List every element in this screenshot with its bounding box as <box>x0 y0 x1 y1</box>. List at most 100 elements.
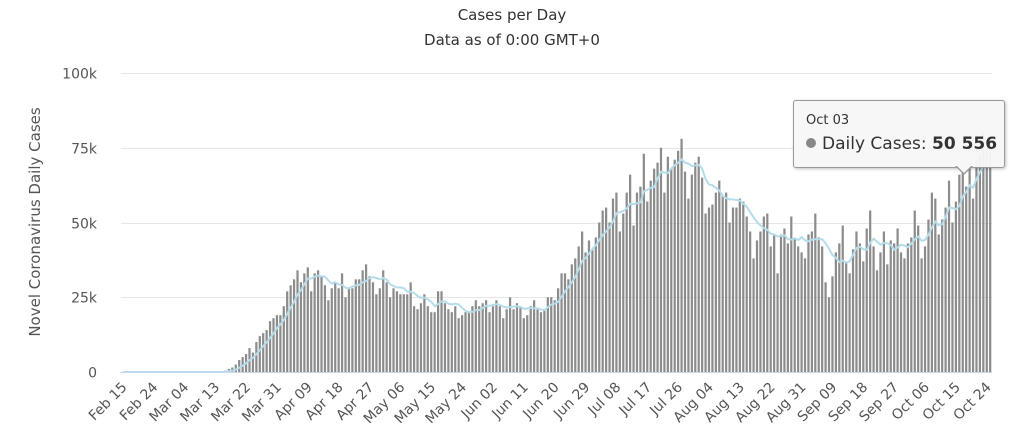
bar[interactable] <box>560 273 563 372</box>
bar[interactable] <box>457 318 460 372</box>
bar[interactable] <box>752 258 755 372</box>
bar[interactable] <box>848 273 851 372</box>
bar[interactable] <box>646 201 649 372</box>
bar[interactable] <box>601 210 604 372</box>
bar[interactable] <box>899 252 903 372</box>
bar[interactable] <box>639 186 642 372</box>
bar[interactable] <box>838 243 841 372</box>
bar[interactable] <box>529 306 532 372</box>
bar[interactable] <box>361 270 364 372</box>
bar[interactable] <box>447 309 450 372</box>
bar[interactable] <box>965 186 968 372</box>
bar[interactable] <box>334 282 337 372</box>
bar[interactable] <box>790 216 793 372</box>
bar[interactable] <box>419 303 423 372</box>
bar[interactable] <box>286 291 289 372</box>
bar[interactable] <box>632 225 635 372</box>
bar[interactable] <box>574 258 577 372</box>
bar[interactable] <box>508 297 512 372</box>
bar[interactable] <box>440 291 443 372</box>
bar[interactable] <box>677 150 680 372</box>
bar[interactable] <box>443 303 447 372</box>
bar[interactable] <box>941 219 944 372</box>
bar[interactable] <box>824 282 827 372</box>
bar[interactable] <box>690 174 693 372</box>
bar[interactable] <box>656 162 659 372</box>
bar[interactable] <box>742 201 745 372</box>
bar[interactable] <box>436 291 440 372</box>
bar[interactable] <box>927 219 930 372</box>
bar[interactable] <box>711 204 714 372</box>
bar[interactable] <box>275 315 279 372</box>
bar[interactable] <box>618 231 621 372</box>
bar[interactable] <box>460 315 464 372</box>
bar[interactable] <box>958 174 961 372</box>
bar[interactable] <box>615 192 618 372</box>
bar[interactable] <box>337 288 340 372</box>
bar[interactable] <box>323 285 327 372</box>
bar[interactable] <box>968 162 971 372</box>
bar[interactable] <box>800 252 803 372</box>
bar[interactable] <box>543 309 546 372</box>
bar[interactable] <box>875 270 879 372</box>
bar[interactable] <box>704 213 707 372</box>
bar[interactable] <box>649 180 652 372</box>
bar[interactable] <box>505 309 508 372</box>
bar[interactable] <box>251 352 255 372</box>
bar[interactable] <box>975 159 978 372</box>
bar[interactable] <box>550 297 553 372</box>
bar[interactable] <box>536 309 539 372</box>
bar[interactable] <box>841 225 844 372</box>
bar[interactable] <box>814 213 817 372</box>
bar[interactable] <box>388 297 392 372</box>
bar[interactable] <box>412 306 416 372</box>
bar[interactable] <box>557 288 560 372</box>
bar[interactable] <box>694 162 697 372</box>
bar[interactable] <box>971 198 975 372</box>
bar[interactable] <box>893 243 896 372</box>
bar[interactable] <box>519 306 522 372</box>
bar[interactable] <box>937 234 940 372</box>
bar[interactable] <box>797 246 800 372</box>
bar[interactable] <box>330 288 333 372</box>
bar[interactable] <box>807 234 810 372</box>
bar[interactable] <box>735 207 738 372</box>
bar[interactable] <box>635 192 639 372</box>
bar[interactable] <box>707 207 711 372</box>
bar[interactable] <box>320 276 323 372</box>
bar[interactable] <box>577 246 580 372</box>
bar[interactable] <box>855 231 858 372</box>
bar[interactable] <box>755 240 759 372</box>
bar[interactable] <box>416 309 419 372</box>
bar[interactable] <box>773 234 776 372</box>
bar[interactable] <box>642 153 645 372</box>
bar[interactable] <box>272 318 275 372</box>
bar[interactable] <box>382 270 385 372</box>
bar[interactable] <box>316 270 320 372</box>
bar[interactable] <box>725 192 728 372</box>
bar[interactable] <box>474 300 477 372</box>
bar[interactable] <box>303 273 306 372</box>
bar[interactable] <box>570 264 573 372</box>
bar[interactable] <box>587 240 591 372</box>
bar[interactable] <box>862 261 865 372</box>
bar[interactable] <box>310 291 313 372</box>
bar[interactable] <box>611 198 615 372</box>
bar[interactable] <box>845 261 848 372</box>
bar[interactable] <box>512 309 515 372</box>
bar[interactable] <box>961 168 964 372</box>
bar[interactable] <box>430 312 433 372</box>
bar[interactable] <box>913 210 916 372</box>
bar[interactable] <box>625 192 628 372</box>
bar[interactable] <box>882 231 885 372</box>
bar[interactable] <box>745 216 748 372</box>
bar[interactable] <box>265 330 268 372</box>
bar[interactable] <box>622 213 625 372</box>
bar[interactable] <box>851 249 855 372</box>
bar[interactable] <box>471 306 474 372</box>
bar[interactable] <box>491 306 495 372</box>
bar[interactable] <box>464 312 467 372</box>
bar[interactable] <box>368 276 371 372</box>
bar[interactable] <box>749 231 752 372</box>
bar[interactable] <box>296 270 299 372</box>
